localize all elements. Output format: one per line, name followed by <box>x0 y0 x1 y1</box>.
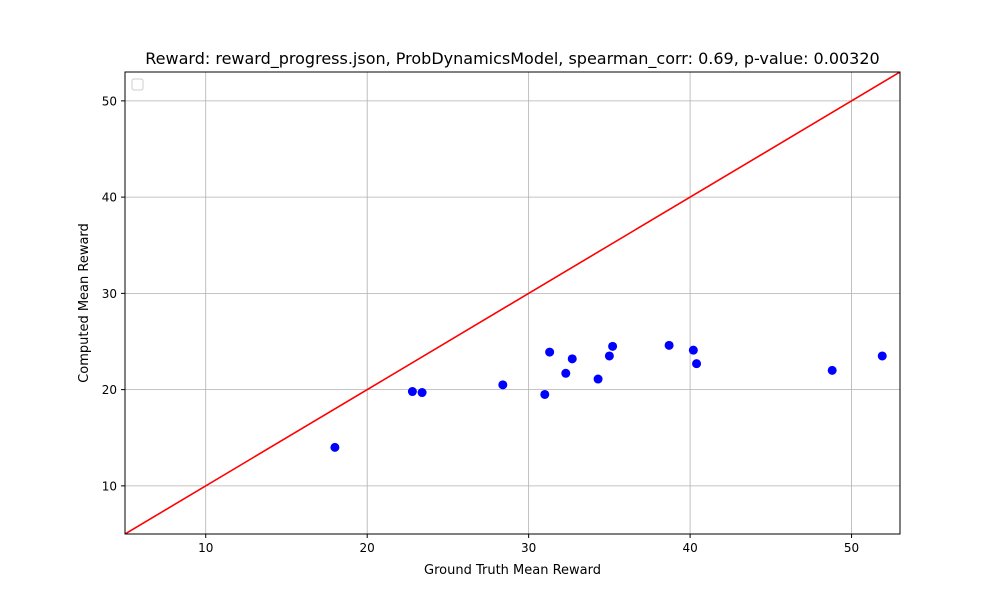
x-tick-label: 10 <box>198 541 213 555</box>
y-tick-label: 30 <box>102 287 117 301</box>
y-tick-label: 50 <box>102 94 117 108</box>
x-tick-label: 40 <box>682 541 697 555</box>
x-axis-label: Ground Truth Mean Reward <box>424 563 601 578</box>
data-point <box>540 389 550 399</box>
x-tick-label: 30 <box>521 541 536 555</box>
data-point <box>604 351 614 361</box>
plot-area: 10 20 30 40 50 10 20 30 40 50 <box>102 71 901 555</box>
data-point <box>330 442 340 452</box>
data-point <box>417 388 427 398</box>
data-point <box>561 368 571 378</box>
legend-box <box>131 78 144 91</box>
data-point <box>593 374 603 384</box>
y-tick-label: 10 <box>102 479 117 493</box>
y-axis-label: Computed Mean Reward <box>77 223 92 383</box>
axes-frame <box>124 71 901 535</box>
data-point <box>567 354 577 364</box>
data-point <box>877 351 887 361</box>
chart-title: Reward: reward_progress.json, ProbDynami… <box>145 49 879 69</box>
data-point <box>827 365 837 375</box>
data-point <box>664 340 674 350</box>
reference-line <box>125 72 900 534</box>
data-point <box>692 359 702 369</box>
data-point <box>545 347 555 357</box>
data-point <box>688 345 698 355</box>
data-point <box>608 341 618 351</box>
y-tick-label: 40 <box>102 191 117 205</box>
x-tick-label: 20 <box>360 541 375 555</box>
data-point <box>407 387 417 397</box>
y-tick-label: 20 <box>102 383 117 397</box>
x-tick-label: 50 <box>844 541 859 555</box>
data-point <box>498 380 508 390</box>
